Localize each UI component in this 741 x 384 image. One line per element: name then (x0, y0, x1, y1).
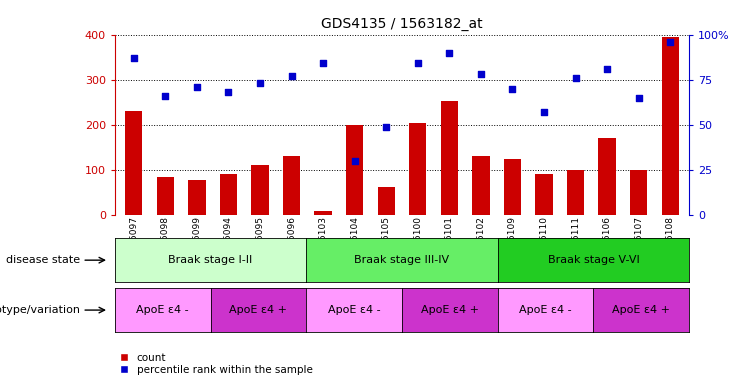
Point (475, 71, 487, 77)
Text: ApoE ε4 -: ApoE ε4 - (328, 305, 380, 315)
Bar (156, 177, 174, 215)
Text: disease state: disease state (6, 255, 80, 265)
Point (570, 75, 582, 81)
Bar (504, 159, 521, 215)
Bar (377, 187, 395, 215)
Bar (662, 37, 679, 215)
Bar (599, 138, 616, 215)
Point (159, 93, 171, 99)
Point (317, 60, 329, 66)
Bar (535, 174, 553, 215)
Point (380, 124, 392, 130)
Bar (346, 125, 363, 215)
Bar (251, 164, 269, 215)
Text: genotype/variation: genotype/variation (0, 305, 80, 315)
Bar (630, 170, 648, 215)
Bar (220, 174, 237, 215)
Text: ApoE ε4 +: ApoE ε4 + (421, 305, 479, 315)
Text: ApoE ε4 +: ApoE ε4 + (230, 305, 288, 315)
Point (191, 84, 203, 90)
Title: GDS4135 / 1563182_at: GDS4135 / 1563182_at (321, 17, 483, 31)
Bar (472, 156, 490, 215)
Point (285, 73, 297, 79)
Point (254, 80, 266, 86)
Point (507, 86, 519, 92)
Bar (441, 101, 458, 215)
Bar (283, 156, 300, 215)
Text: ApoE ε4 -: ApoE ε4 - (519, 305, 572, 315)
Legend: count, percentile rank within the sample: count, percentile rank within the sample (120, 353, 313, 375)
Text: Braak stage I-II: Braak stage I-II (168, 255, 253, 265)
Bar (125, 111, 142, 215)
Point (349, 158, 361, 164)
Point (601, 66, 613, 72)
Text: Braak stage V-VI: Braak stage V-VI (548, 255, 639, 265)
Point (443, 50, 455, 56)
Text: ApoE ε4 +: ApoE ε4 + (612, 305, 671, 315)
Bar (314, 210, 332, 215)
Bar (188, 180, 205, 215)
Text: Braak stage III-IV: Braak stage III-IV (354, 255, 450, 265)
Point (412, 60, 424, 66)
Bar (567, 170, 584, 215)
Point (128, 55, 140, 61)
Point (664, 39, 676, 45)
Text: ApoE ε4 -: ApoE ε4 - (136, 305, 189, 315)
Point (222, 89, 234, 95)
Point (633, 95, 645, 101)
Point (538, 109, 550, 115)
Bar (409, 123, 427, 215)
